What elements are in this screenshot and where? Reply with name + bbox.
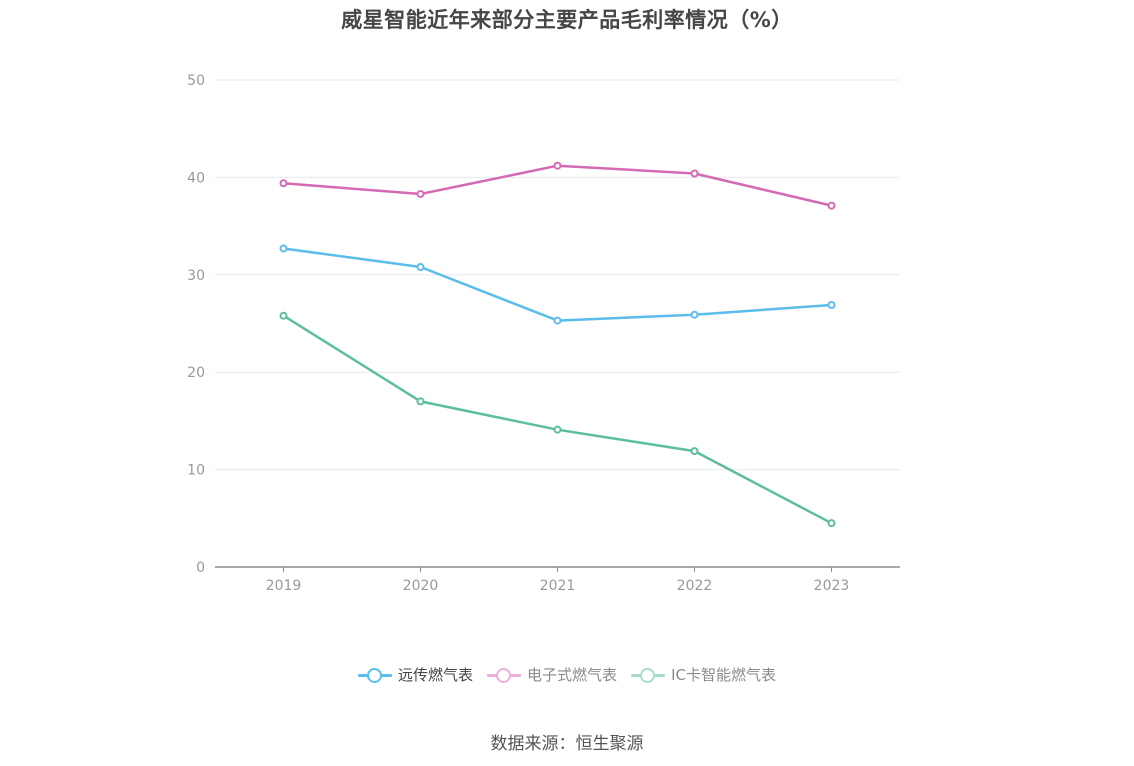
x-tick-label: 2023: [814, 578, 850, 594]
legend-item-remote-gas-meter[interactable]: 远传燃气表: [358, 664, 473, 685]
data-point: [553, 161, 562, 170]
x-tick-label: 2021: [540, 578, 576, 594]
data-point: [553, 316, 562, 325]
x-tick-label: 2019: [266, 578, 302, 594]
y-tick-label: 30: [187, 268, 205, 284]
data-point: [416, 189, 425, 198]
legend-label: IC卡智能燃气表: [671, 666, 776, 684]
legend-line-icon: [631, 665, 666, 685]
legend-item-electronic-gas-meter[interactable]: 电子式燃气表: [487, 664, 617, 685]
y-tick-label: 50: [187, 73, 205, 89]
data-source-note: 数据来源：恒生聚源: [490, 734, 644, 754]
data-point: [827, 201, 836, 210]
legend-line-icon: [358, 665, 393, 685]
data-point: [279, 179, 288, 188]
data-point: [690, 447, 699, 456]
y-tick-label: 20: [187, 365, 205, 381]
data-point: [416, 263, 425, 272]
data-point: [690, 169, 699, 178]
data-point: [553, 425, 562, 434]
legend-line-icon: [487, 665, 522, 685]
y-tick-label: 0: [196, 560, 205, 576]
data-point: [279, 244, 288, 253]
x-tick-label: 2020: [403, 578, 439, 594]
legend-label: 远传燃气表: [398, 666, 474, 684]
data-point: [690, 310, 699, 319]
y-tick-label: 40: [187, 170, 205, 186]
data-point: [279, 311, 288, 320]
chart-legend: 远传燃气表 电子式燃气表 IC卡智能燃气表: [0, 664, 1134, 685]
series-line: [282, 164, 833, 207]
legend-item-ic-card-gas-meter[interactable]: IC卡智能燃气表: [631, 664, 776, 685]
line-chart: 0 10 20 30 40 50 2019 2020 2021 2022 2023: [187, 73, 900, 594]
data-point: [827, 300, 836, 309]
chart-title: 威星智能近年来部分主要产品毛利率情况（%）: [341, 8, 793, 32]
data-point: [827, 519, 836, 528]
x-tick-label: 2022: [677, 578, 713, 594]
legend-label: 电子式燃气表: [527, 666, 618, 684]
series-line: [282, 314, 833, 525]
data-point: [416, 397, 425, 406]
y-tick-label: 10: [187, 463, 205, 479]
series-line: [282, 247, 833, 322]
